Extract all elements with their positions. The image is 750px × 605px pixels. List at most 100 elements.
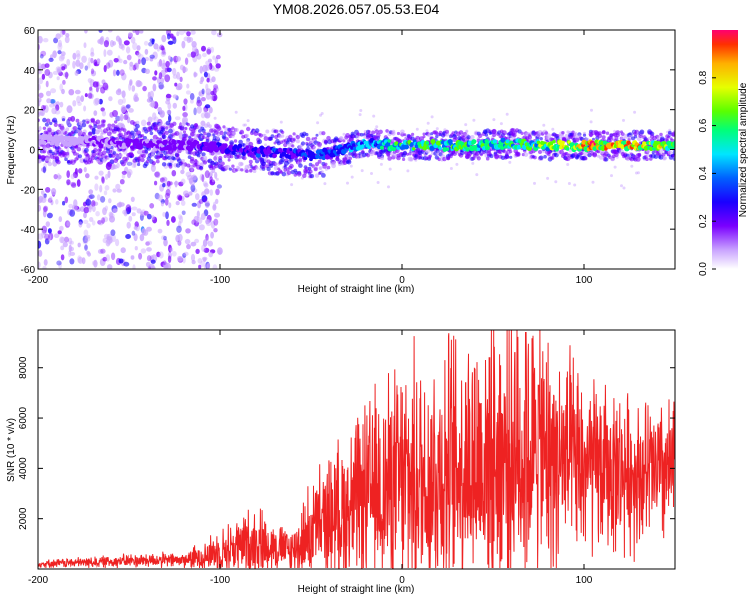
spectrogram-noise-mark — [51, 188, 57, 196]
spectrogram-noise-mark — [213, 155, 219, 162]
spectrogram-band-mark — [58, 123, 62, 127]
spectrogram-band-mark — [380, 156, 384, 161]
spectrogram-noise-mark — [66, 170, 70, 179]
spectrogram-band-mark — [295, 135, 300, 140]
spectrogram-noise-mark — [104, 185, 110, 191]
spectrogram-band-mark — [639, 129, 645, 135]
spectrogram-band-mark — [484, 133, 489, 137]
spectrogram-noise-mark — [63, 64, 68, 70]
spectrogram-band-mark — [396, 155, 401, 161]
spectrogram-noise-mark — [59, 236, 65, 244]
spectrogram-band-mark — [246, 126, 251, 132]
spectrogram-noise-mark — [90, 70, 97, 77]
spectrogram-noise-mark — [157, 106, 162, 113]
spectrogram-noise-mark — [180, 169, 185, 175]
spectrogram-noise-mark — [213, 116, 217, 120]
spectrogram-noise-mark — [127, 32, 133, 38]
spectrogram-noise-mark — [38, 249, 43, 257]
spectrogram-noise-mark — [464, 123, 468, 127]
spectrogram-noise-mark — [166, 180, 171, 187]
spectrogram-noise-mark — [57, 50, 62, 55]
spectrogram-noise-mark — [121, 170, 127, 175]
spectrogram-noise-mark — [210, 220, 216, 229]
spectrogram-band-mark — [227, 158, 231, 162]
spectrogram-noise-mark — [193, 215, 199, 224]
spectrogram-noise-mark — [112, 188, 117, 193]
spectrogram-noise-mark — [136, 52, 142, 57]
spectrogram-ridge-mark — [672, 140, 675, 146]
spectrogram-noise-mark — [197, 258, 203, 264]
spectrogram-noise-mark — [180, 178, 186, 185]
spectrogram-band-mark — [84, 147, 89, 153]
spectrogram-noise-mark — [99, 37, 104, 45]
spectrogram-ridge-mark — [360, 144, 365, 149]
spectrogram-band-mark — [313, 149, 316, 153]
spectrogram-noise-mark — [633, 110, 637, 114]
colorbar-tick-label: 0.0 — [698, 262, 709, 276]
spectrogram-noise-mark — [167, 255, 172, 263]
spectrogram-noise-mark — [185, 228, 191, 234]
spectrogram-noise-mark — [58, 262, 62, 269]
spectrogram-noise-mark — [185, 90, 191, 95]
spectrogram-noise-mark — [120, 113, 124, 122]
spectrogram-noise-mark — [199, 65, 203, 74]
spectrogram-noise-mark — [38, 110, 41, 118]
spectrogram-ridge-mark — [363, 140, 368, 145]
spectrogram-noise-mark — [62, 200, 66, 206]
spectrogram-x-ticks: -200 -100 0 100 — [28, 30, 593, 286]
spectrogram-noise-mark — [132, 264, 136, 269]
spectrogram-noise-mark — [95, 211, 100, 217]
spectrogram-noise-mark — [591, 180, 595, 184]
spectrogram-band-mark — [320, 170, 324, 174]
spectrogram-noise-mark — [98, 30, 103, 33]
spectrogram-band-mark — [171, 133, 175, 137]
spectrogram-band-mark — [318, 166, 323, 170]
spectrogram-noise-mark — [184, 57, 189, 65]
spectrogram-ridge-mark — [223, 143, 228, 148]
spectrogram-noise-mark — [91, 127, 96, 135]
spectrogram-noise-mark — [183, 36, 190, 42]
spectrogram-band-mark — [240, 162, 244, 166]
spectrogram-noise-mark — [182, 112, 188, 118]
spectrogram-band-mark — [292, 138, 296, 142]
spectrogram-noise-mark — [49, 99, 56, 104]
spectrogram-ridge-mark — [237, 143, 243, 149]
spectrogram-band-mark — [661, 152, 666, 157]
spectrogram-noise-mark — [87, 61, 91, 69]
spectrogram-band-mark — [111, 123, 116, 128]
spectrogram-band-mark — [101, 150, 107, 155]
spectrogram-band-mark — [176, 153, 180, 157]
spectrogram-noise-mark — [406, 169, 410, 173]
spectrogram-band-mark — [659, 132, 663, 137]
spectrogram-band-mark — [45, 131, 49, 135]
spectrogram-noise-mark — [107, 264, 113, 269]
spectrogram-noise-mark — [101, 110, 106, 117]
spectrogram-ridge-mark — [155, 144, 160, 149]
spectrogram-noise-mark — [164, 197, 169, 206]
spectrogram-ridge-mark — [167, 146, 173, 151]
spectrogram-band-mark — [151, 161, 156, 166]
spectrogram-band-mark — [485, 156, 490, 161]
spectrogram-band-mark — [295, 139, 300, 144]
spectrogram-noise-mark — [165, 99, 171, 105]
spectrogram-band-mark — [326, 135, 331, 141]
spectrogram-x-tick-label: 0 — [399, 275, 405, 286]
spectrogram-noise-mark — [62, 79, 66, 85]
spectrogram-noise-mark — [43, 259, 48, 266]
spectrogram-noise-mark — [55, 33, 61, 40]
spectrogram-noise-mark — [133, 225, 138, 230]
spectrogram-band-mark — [89, 125, 94, 130]
spectrogram-y-tick-label: 20 — [24, 106, 36, 117]
spectrogram-noise-mark — [70, 181, 77, 187]
spectrogram-band-mark — [323, 139, 328, 144]
spectrogram-noise-mark — [211, 76, 216, 83]
spectrogram-band-mark — [406, 152, 409, 156]
spectrogram-noise-mark — [100, 86, 106, 94]
spectrogram-band-mark — [228, 128, 233, 133]
spectrogram-band-mark — [48, 149, 53, 154]
spectrogram-noise-mark — [125, 105, 130, 110]
spectrogram-band-mark — [72, 126, 78, 131]
spectrogram-noise-mark — [157, 61, 161, 68]
spectrogram-noise-mark — [126, 161, 133, 166]
spectrogram-noise-mark — [158, 84, 165, 90]
